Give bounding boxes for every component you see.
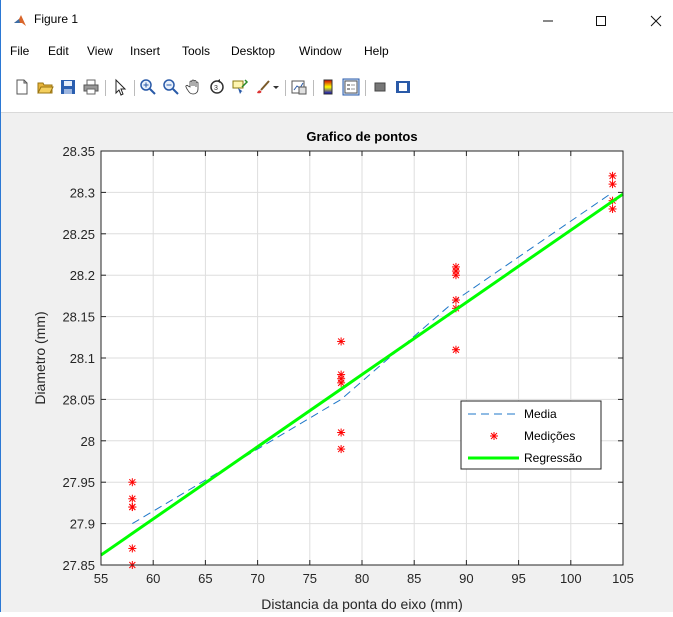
title-bar[interactable]: Figure 1	[1, 0, 673, 40]
close-button[interactable]	[641, 8, 671, 34]
pointer-icon[interactable]	[111, 78, 129, 96]
brush-icon[interactable]	[254, 78, 272, 96]
y-tick-label: 28.15	[62, 310, 95, 325]
x-tick-label: 60	[146, 571, 160, 586]
scatter-chart[interactable]: 55 60 65 70 75 80 85 90 95 100 105 27.85 27.9 27.95 28…	[1, 113, 673, 612]
menu-tools[interactable]: Tools	[182, 44, 211, 58]
y-axis-label: Diametro (mm)	[32, 311, 48, 404]
data-point-medicao[interactable]	[451, 267, 460, 276]
toolbar-separator	[105, 80, 106, 96]
menu-edit[interactable]: Edit	[48, 44, 69, 58]
menu-desktop[interactable]: Desktop	[231, 44, 276, 58]
figure-toolbar: 3	[1, 62, 673, 113]
save-icon[interactable]	[59, 78, 77, 96]
data-point-medicao[interactable]	[337, 428, 346, 437]
close-icon	[650, 15, 662, 27]
x-tick-label: 85	[407, 571, 421, 586]
x-tick-label: 80	[355, 571, 369, 586]
zoom-out-icon[interactable]	[162, 78, 180, 96]
link-plot-icon[interactable]	[290, 78, 308, 96]
data-point-medicao[interactable]	[451, 345, 460, 354]
data-point-medicao[interactable]	[337, 337, 346, 346]
svg-text:3: 3	[214, 85, 218, 92]
data-cursor-icon[interactable]	[231, 78, 249, 96]
y-tick-label: 28.05	[62, 392, 95, 407]
axis-ticks: 55 60 65 70 75 80 85 90 95 100 105 27.85 27.9 27.95 28…	[62, 144, 633, 586]
minimize-button[interactable]	[533, 8, 563, 34]
data-point-medicao[interactable]	[337, 374, 346, 383]
menu-insert[interactable]: Insert	[130, 44, 161, 58]
y-tick-label: 27.9	[70, 517, 95, 532]
rotate-3d-icon[interactable]: 3	[208, 78, 226, 96]
minimize-icon	[543, 20, 553, 22]
x-tick-label: 55	[94, 571, 108, 586]
zoom-in-icon[interactable]	[139, 78, 157, 96]
show-plot-tools-icon[interactable]	[394, 78, 412, 96]
toolbar-separator	[134, 80, 135, 96]
x-tick-label: 95	[511, 571, 525, 586]
x-tick-label: 105	[612, 571, 634, 586]
y-tick-label: 28.35	[62, 144, 95, 159]
hide-plot-tools-icon[interactable]	[371, 78, 389, 96]
data-point-medicao[interactable]	[128, 544, 137, 553]
x-tick-label: 100	[560, 571, 582, 586]
legend[interactable]: Media Medições Regressão	[460, 400, 602, 470]
data-point-medicao[interactable]	[337, 445, 346, 454]
new-figure-icon[interactable]	[13, 78, 31, 96]
menu-view[interactable]: View	[87, 44, 113, 58]
y-tick-label: 28	[81, 434, 95, 449]
maximize-button[interactable]	[586, 8, 616, 34]
y-tick-label: 28.3	[70, 185, 95, 200]
data-point-medicao[interactable]	[451, 296, 460, 305]
series-line-regressao[interactable]	[100, 192, 624, 557]
x-tick-label: 90	[459, 571, 473, 586]
toolbar-separator	[365, 80, 366, 96]
y-tick-label: 27.85	[62, 558, 95, 573]
maximize-icon	[596, 16, 606, 26]
figure-canvas[interactable]: 55 60 65 70 75 80 85 90 95 100 105 27.85 27.9 27.95 28…	[1, 113, 673, 612]
legend-label-regressao: Regressão	[524, 451, 582, 465]
menu-help[interactable]: Help	[364, 44, 389, 58]
x-tick-label: 70	[250, 571, 264, 586]
data-point-medicao[interactable]	[608, 180, 617, 189]
grid-lines	[100, 150, 624, 566]
insert-colorbar-icon[interactable]	[319, 78, 337, 96]
x-axis-label: Distancia da ponta do eixo (mm)	[261, 596, 463, 612]
insert-legend-icon[interactable]	[342, 78, 360, 96]
menu-bar: File Edit View Insert Tools Desktop Wind…	[1, 40, 673, 62]
data-point-medicao[interactable]	[128, 478, 137, 487]
matlab-logo-icon	[14, 15, 26, 26]
series-layer	[100, 171, 624, 569]
toolbar-separator	[285, 80, 286, 96]
chart-title: Grafico de pontos	[306, 129, 417, 144]
menu-window[interactable]: Window	[299, 44, 342, 58]
x-tick-label: 75	[303, 571, 317, 586]
y-tick-label: 28.1	[70, 351, 95, 366]
open-file-icon[interactable]	[36, 78, 54, 96]
x-tick-label: 65	[198, 571, 212, 586]
menu-file[interactable]: File	[10, 44, 30, 58]
y-tick-label: 28.25	[62, 227, 95, 242]
print-icon[interactable]	[82, 78, 100, 96]
toolbar-separator	[313, 80, 314, 96]
legend-label-medicoes: Medições	[524, 429, 575, 443]
window-title: Figure 1	[34, 12, 79, 26]
pan-hand-icon[interactable]	[185, 78, 203, 96]
legend-swatch-medicoes	[490, 432, 498, 440]
legend-label-media: Media	[524, 407, 557, 421]
data-point-medicao[interactable]	[608, 204, 617, 213]
chevron-down-icon[interactable]	[272, 78, 280, 96]
data-point-medicao[interactable]	[128, 503, 137, 512]
data-point-medicao[interactable]	[608, 171, 617, 180]
data-point-medicao[interactable]	[128, 494, 137, 503]
y-tick-label: 28.2	[70, 268, 95, 283]
y-tick-label: 27.95	[62, 475, 95, 490]
